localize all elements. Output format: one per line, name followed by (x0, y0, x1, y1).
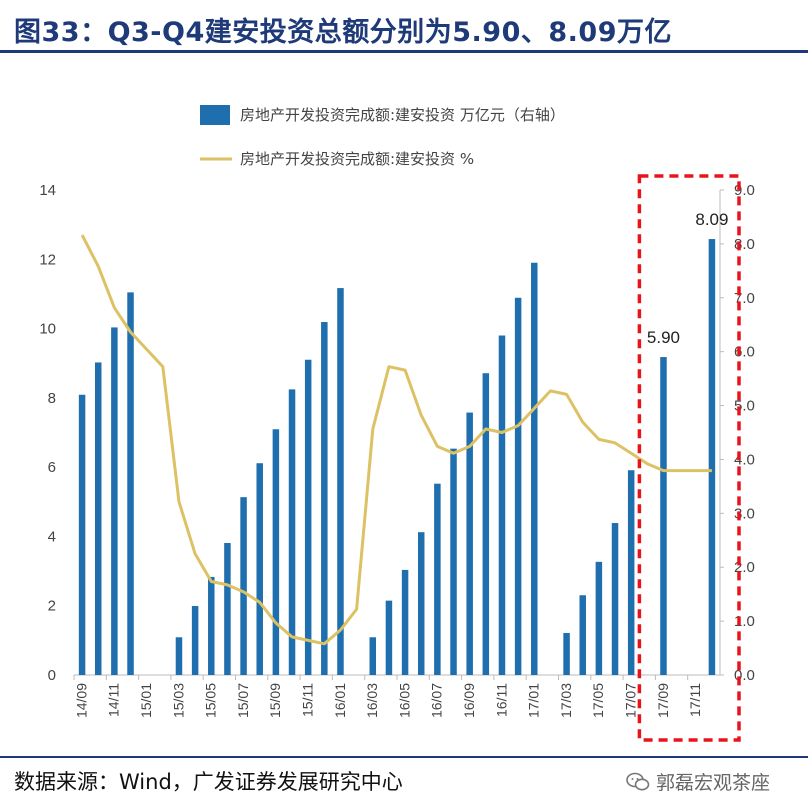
bar (611, 523, 619, 675)
highlight-box (637, 174, 741, 742)
x-tick-label: 15/09 (267, 683, 283, 718)
x-tick-label: 16/05 (396, 683, 412, 718)
wechat-icon (626, 772, 650, 790)
bar (401, 569, 409, 675)
y-right-tick-label: 3.0 (734, 505, 755, 522)
y-right-tick-label: 9.0 (734, 182, 755, 199)
legend: 房地产开发投资完成额:建安投资 万亿元（右轴） 房地产开发投资完成额:建安投资 % (200, 105, 565, 168)
x-tick-label: 15/01 (138, 683, 154, 718)
y-right-tick-label: 5.0 (734, 398, 755, 415)
chart-axes: 0 2 4 6 8 10 12 14 0.0 1.0 2.0 3.0 4.0 5.0 6.0 7.0 8.0 9.… (39, 182, 755, 718)
bar (94, 362, 102, 675)
bar (514, 297, 522, 675)
bar (466, 412, 473, 675)
y-right-tick-label: 2.0 (734, 559, 755, 576)
y-right-tick-label: 6.0 (734, 344, 755, 361)
bar (482, 373, 490, 675)
bar (660, 357, 667, 675)
bar (321, 322, 328, 675)
series-line (80, 234, 712, 646)
x-tick-label: 17/05 (590, 683, 606, 718)
y-right-tick-label: 4.0 (734, 451, 755, 468)
y-left-tick-label: 8 (48, 390, 56, 407)
bar (127, 292, 134, 675)
title-divider (0, 50, 808, 53)
bar (175, 637, 183, 675)
bar (191, 606, 199, 675)
bar-series (78, 239, 716, 676)
bar (369, 637, 377, 675)
data-label: 8.09 (695, 210, 728, 229)
bar (498, 335, 506, 675)
source-note: 数据来源：Wind，广发证券发展研究中心 (14, 770, 403, 794)
bar (78, 394, 86, 675)
x-tick-label: 17/01 (526, 683, 542, 718)
x-tick-label: 16/07 (429, 683, 445, 718)
x-tick-label: 15/05 (203, 683, 219, 718)
x-tick-label: 16/01 (332, 683, 348, 718)
bar (531, 262, 538, 675)
bar (627, 470, 635, 675)
x-tick-label: 15/03 (170, 683, 186, 718)
x-tick-label: 14/11 (106, 683, 122, 717)
x-tick-label: 17/11 (687, 683, 703, 717)
bar (385, 600, 393, 675)
bar (240, 497, 247, 675)
y-left-tick-label: 10 (39, 321, 56, 338)
bar (111, 327, 118, 675)
bar (337, 288, 344, 675)
bar (563, 632, 570, 675)
y-left-tick-label: 6 (48, 459, 56, 476)
footer-divider (0, 756, 808, 758)
y-left-tick-label: 12 (39, 251, 56, 268)
line-series (80, 234, 713, 646)
data-labels: 5.90 8.09 (647, 210, 729, 347)
bar (304, 359, 312, 675)
bar (434, 483, 441, 675)
x-tick-label: 14/09 (73, 683, 89, 718)
x-tick-label: 17/03 (558, 683, 574, 718)
bar (450, 448, 457, 675)
bar (256, 463, 263, 675)
watermark-text: 郭磊宏观茶座 (656, 772, 771, 794)
x-tick-label: 16/11 (493, 683, 509, 717)
data-label: 5.90 (647, 328, 680, 347)
bar (595, 561, 603, 675)
legend-label: 房地产开发投资完成额:建安投资 万亿元（右轴） (240, 106, 565, 124)
x-tick-label: 17/07 (623, 683, 639, 718)
chart: 房地产开发投资完成额:建安投资 万亿元（右轴） 房地产开发投资完成额:建安投资 %… (39, 105, 755, 742)
bar (208, 576, 215, 675)
bar (579, 595, 586, 675)
legend-label: 房地产开发投资完成额:建安投资 % (240, 150, 474, 168)
y-left-tick-label: 4 (48, 528, 56, 545)
highlight-box-group (637, 174, 741, 742)
legend-swatch-bar (200, 105, 230, 125)
x-tick-label: 17/09 (655, 683, 671, 718)
y-left-tick-label: 14 (39, 182, 56, 199)
watermark: 郭磊宏观茶座 (626, 768, 770, 795)
y-right-tick-label: 0.0 (734, 667, 755, 684)
y-right-tick-label: 7.0 (734, 290, 755, 307)
x-tick-label: 16/09 (461, 683, 477, 718)
bar (417, 532, 425, 675)
y-left-tick-label: 2 (48, 598, 56, 615)
x-tick-label: 15/11 (300, 683, 316, 717)
x-tick-label: 15/07 (235, 683, 251, 718)
page-title: 图33：Q3-Q4建安投资总额分别为5.90、8.09万亿 (14, 17, 672, 48)
y-right-tick-label: 8.0 (734, 236, 755, 253)
bar (272, 429, 280, 675)
bar (288, 389, 296, 675)
y-left-tick-label: 0 (48, 667, 56, 684)
y-right-tick-label: 1.0 (734, 613, 755, 630)
bar (708, 239, 716, 676)
x-tick-label: 16/03 (364, 683, 380, 718)
bar (224, 542, 231, 675)
